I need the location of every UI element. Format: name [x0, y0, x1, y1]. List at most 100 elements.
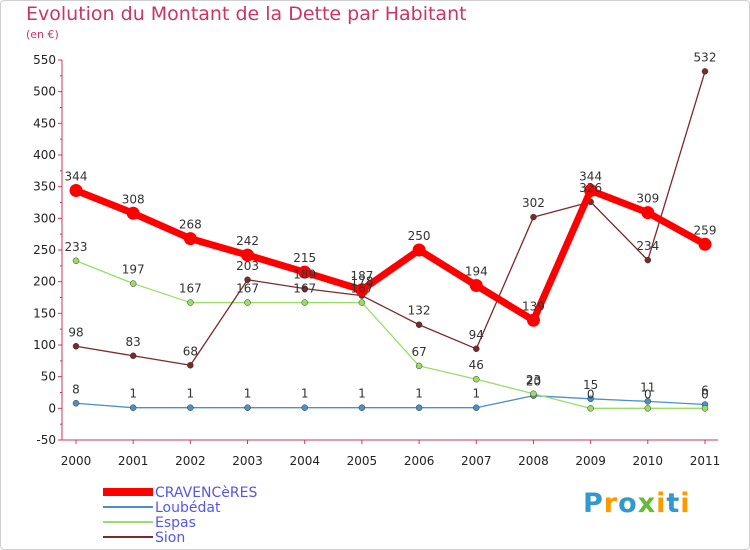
proxiti-logo: Proxiti: [583, 488, 691, 519]
data-label: 233: [65, 240, 88, 254]
data-point-3: [187, 362, 194, 369]
y-tick-label: 50: [41, 370, 56, 384]
x-tick-label: 2011: [690, 454, 721, 468]
data-label: 203: [236, 259, 259, 273]
y-tick-label: 100: [33, 338, 56, 352]
logo-letter: t: [666, 488, 681, 519]
data-point-1: [415, 404, 423, 411]
data-point-1: [644, 398, 652, 405]
data-point-main: [241, 248, 255, 262]
data-point-2: [473, 375, 480, 383]
data-label: 189: [293, 268, 316, 282]
x-tick-label: 2005: [347, 454, 378, 468]
data-point-3: [129, 352, 137, 360]
data-point-main: [69, 183, 83, 197]
series-line-3: [75, 71, 706, 366]
data-label: 197: [122, 263, 145, 277]
data-label: 1: [415, 387, 423, 401]
y-tick-label: 300: [33, 211, 56, 225]
data-label: 167: [293, 282, 316, 296]
data-label: 0: [644, 387, 652, 401]
data-label: 187: [350, 269, 373, 283]
x-tick-label: 2004: [289, 454, 320, 468]
data-label: 1: [472, 387, 480, 401]
data-label: 1: [129, 387, 137, 401]
data-label: 167: [350, 282, 373, 296]
data-point-main: [355, 283, 369, 297]
data-label: 268: [179, 218, 202, 232]
data-label: 215: [293, 251, 316, 265]
data-label: 6: [701, 384, 709, 398]
legend-label: Sion: [155, 530, 185, 546]
x-tick-label: 2002: [175, 454, 206, 468]
data-point-3: [701, 68, 709, 75]
data-point-main: [298, 265, 312, 279]
y-tick-label: 200: [33, 275, 56, 289]
data-label: 23: [526, 373, 541, 387]
logo-letter: i: [680, 488, 691, 519]
data-point-2: [301, 299, 308, 306]
data-point-3: [644, 256, 652, 264]
data-point-1: [129, 404, 137, 411]
legend-label: Espas: [155, 515, 196, 531]
data-point-2: [644, 405, 652, 412]
data-label: 1: [244, 387, 252, 401]
series-line-2: [75, 260, 705, 409]
data-point-2: [187, 299, 194, 306]
data-label: 98: [68, 325, 83, 339]
data-label: 344: [579, 169, 602, 183]
data-label: 309: [636, 192, 659, 206]
y-tick-label: 550: [33, 53, 56, 67]
data-point-2: [244, 299, 251, 306]
data-label: 139: [522, 299, 545, 313]
data-label: 178: [350, 275, 373, 289]
data-label: 234: [636, 239, 659, 253]
y-tick-label: 0: [48, 401, 56, 415]
data-label: 132: [408, 304, 431, 318]
data-label: 67: [411, 345, 426, 359]
data-point-2: [587, 405, 594, 412]
data-point-3: [530, 213, 537, 221]
x-tick-label: 2001: [118, 454, 149, 468]
series-lines: [69, 68, 712, 412]
data-point-main: [183, 232, 197, 246]
data-point-3: [301, 285, 308, 292]
data-label: 0: [587, 387, 595, 401]
data-label: 259: [694, 223, 717, 237]
x-tick-label: 2009: [575, 454, 606, 468]
data-point-main: [469, 278, 483, 292]
data-point-2: [415, 362, 423, 370]
data-label: 250: [408, 229, 431, 243]
y-tick-label: 450: [33, 116, 56, 130]
data-label: 0: [701, 387, 709, 401]
data-label: 302: [522, 196, 545, 210]
logo-letter: r: [603, 488, 619, 519]
logo-letter: o: [618, 488, 638, 519]
data-point-main: [698, 237, 712, 251]
y-tick-label: 150: [33, 306, 56, 320]
data-label: 94: [469, 328, 484, 342]
logo-letter: P: [583, 488, 604, 519]
data-label: 532: [694, 50, 717, 64]
data-label: 1: [187, 387, 195, 401]
x-tick-label: 2003: [232, 454, 263, 468]
data-point-3: [72, 343, 80, 350]
data-label: 344: [65, 169, 88, 183]
data-point-1: [72, 400, 80, 407]
data-label: 8: [72, 382, 80, 396]
data-point-2: [358, 299, 366, 306]
data-label: 46: [469, 358, 484, 372]
data-label: 194: [465, 264, 488, 278]
legend-label: Loubédat: [155, 500, 221, 516]
data-point-main: [412, 243, 426, 257]
data-point-main: [584, 183, 598, 197]
data-point-1: [587, 395, 594, 403]
logo-letter: x: [637, 488, 657, 519]
data-label: 167: [179, 282, 202, 296]
data-label: 326: [579, 181, 602, 195]
y-tick-label: 400: [33, 148, 56, 162]
